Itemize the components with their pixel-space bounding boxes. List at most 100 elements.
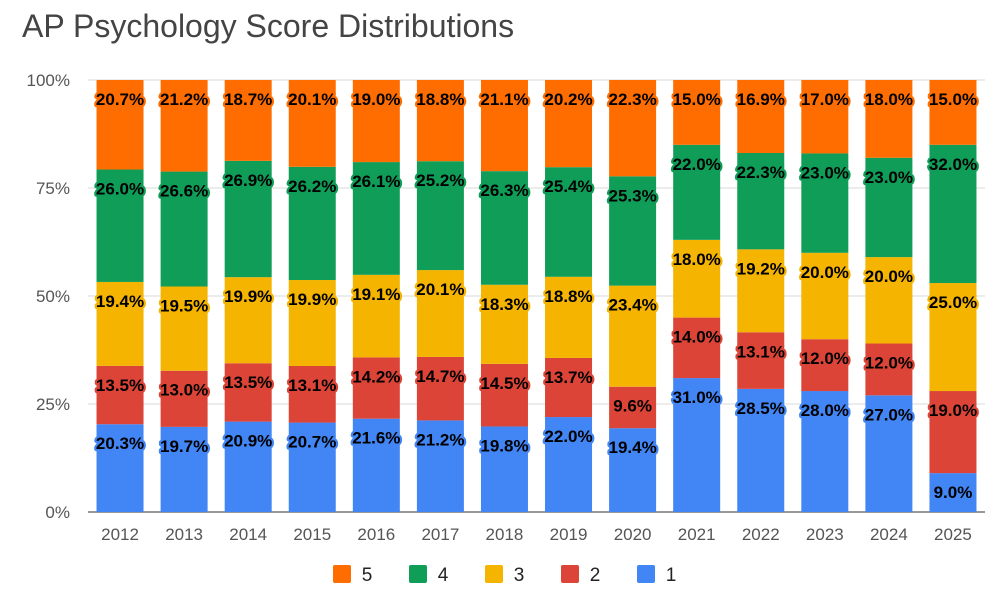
data-label: 22.0%	[673, 155, 721, 174]
data-label: 18.7%	[224, 90, 272, 109]
bar-segment-score-3	[609, 285, 657, 387]
data-label: 22.3%	[737, 163, 785, 182]
data-label: 31.0%	[673, 388, 721, 407]
data-label: 23.4%	[609, 296, 657, 315]
x-tick-label: 2023	[806, 525, 844, 544]
y-tick-label: 75%	[36, 179, 70, 198]
bar-segment-score-2	[865, 343, 913, 396]
bar-segment-score-3	[288, 280, 336, 366]
legend-label-5[interactable]: 5	[362, 565, 373, 586]
data-label: 25.4%	[544, 177, 592, 196]
bar-segment-score-2	[609, 386, 657, 429]
legend-swatch-5[interactable]	[333, 565, 351, 583]
data-label: 9.6%	[613, 397, 652, 416]
data-label: 15.0%	[673, 90, 721, 109]
bar-segment-score-2	[416, 356, 464, 421]
data-label: 26.2%	[288, 177, 336, 196]
legend-swatch-1[interactable]	[637, 565, 655, 583]
data-label: 19.8%	[480, 436, 528, 455]
data-label: 28.0%	[801, 401, 849, 420]
bar-segment-score-2	[160, 370, 208, 427]
data-label: 18.0%	[865, 90, 913, 109]
x-tick-label: 2018	[486, 525, 524, 544]
data-label: 22.0%	[544, 427, 592, 446]
bar-segment-score-2	[480, 363, 528, 427]
data-label: 20.7%	[288, 433, 336, 452]
bar-segment-score-2	[96, 365, 144, 425]
bar-segment-score-1	[288, 422, 336, 512]
data-label: 19.0%	[929, 401, 977, 420]
bar-segment-score-4	[416, 161, 464, 271]
data-label: 26.6%	[160, 182, 208, 201]
bar-segment-score-2	[801, 339, 849, 392]
x-tick-label: 2014	[229, 525, 267, 544]
legend-swatch-2[interactable]	[561, 565, 579, 583]
bar-segment-score-5	[480, 80, 528, 172]
data-label: 20.1%	[416, 280, 464, 299]
bar-segment-score-1	[352, 418, 400, 512]
data-label: 19.7%	[160, 437, 208, 456]
bar-segment-score-4	[737, 153, 785, 250]
bar-segment-score-3	[352, 274, 400, 358]
bar-segment-score-1	[865, 395, 913, 512]
bar-segment-score-5	[801, 80, 849, 154]
data-label: 13.7%	[544, 368, 592, 387]
data-label: 13.1%	[737, 342, 785, 361]
bar-segment-score-5	[737, 80, 785, 154]
bar-segment-score-2	[929, 391, 977, 474]
data-label: 26.0%	[96, 180, 144, 199]
legend-label-4[interactable]: 4	[438, 565, 449, 586]
bar-segment-score-3	[673, 239, 721, 318]
bar-segment-score-1	[929, 473, 977, 512]
bar-segment-score-4	[480, 171, 528, 285]
data-label: 27.0%	[865, 405, 913, 424]
bar-segment-score-4	[352, 162, 400, 275]
data-label: 9.0%	[934, 483, 973, 502]
data-label: 14.0%	[673, 328, 721, 347]
data-label: 20.9%	[224, 432, 272, 451]
bar-segment-score-2	[224, 363, 272, 422]
data-label: 14.7%	[416, 367, 464, 386]
y-tick-label: 0%	[45, 503, 70, 522]
data-label: 14.2%	[352, 367, 400, 386]
data-label: 25.2%	[416, 171, 464, 190]
y-tick-label: 100%	[27, 71, 70, 90]
x-tick-label: 2016	[357, 525, 395, 544]
data-label: 19.1%	[352, 285, 400, 304]
data-label: 19.0%	[352, 90, 400, 109]
data-label: 17.0%	[801, 90, 849, 109]
bar-segment-score-5	[545, 80, 593, 168]
bar-segment-score-5	[288, 80, 336, 167]
bar-segment-score-5	[416, 80, 464, 162]
data-label: 19.5%	[160, 296, 208, 315]
data-label: 13.5%	[96, 376, 144, 395]
x-tick-label: 2022	[742, 525, 780, 544]
data-label: 12.0%	[801, 349, 849, 368]
data-label: 20.1%	[288, 90, 336, 109]
legend-swatch-3[interactable]	[485, 565, 503, 583]
bar-segment-score-3	[545, 276, 593, 358]
data-label: 15.0%	[929, 90, 977, 109]
bar-segment-score-5	[929, 80, 977, 145]
bar-segment-score-3	[865, 257, 913, 344]
bar-segment-score-5	[673, 80, 721, 145]
bar-segment-score-1	[224, 421, 272, 512]
data-label: 21.6%	[352, 429, 400, 448]
data-label: 26.9%	[224, 171, 272, 190]
legend-label-2[interactable]: 2	[590, 565, 601, 586]
legend-swatch-4[interactable]	[409, 565, 427, 583]
legend-label-3[interactable]: 3	[514, 565, 525, 586]
bar-segment-score-4	[224, 160, 272, 278]
data-label: 20.2%	[544, 90, 592, 109]
bar-segment-score-3	[929, 283, 977, 392]
bar-segment-score-2	[288, 365, 336, 423]
bar-segment-score-3	[96, 281, 144, 366]
bar-segment-score-4	[288, 166, 336, 281]
bar-segment-score-5	[160, 80, 208, 172]
data-label: 20.0%	[865, 267, 913, 286]
legend-label-1[interactable]: 1	[666, 565, 677, 586]
bar-segment-score-3	[801, 252, 849, 340]
x-tick-label: 2020	[614, 525, 652, 544]
data-label: 13.0%	[160, 381, 208, 400]
